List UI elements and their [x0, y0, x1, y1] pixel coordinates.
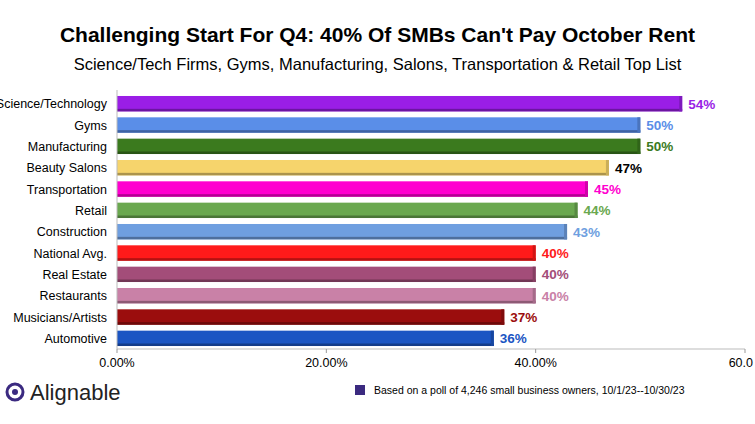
bar-side: [564, 224, 567, 239]
category-label: Retail: [75, 204, 107, 218]
category-label: Real Estate: [42, 268, 107, 282]
tick-mark: [745, 349, 746, 353]
bar-side: [501, 309, 504, 324]
category-label: Musicians/Artists: [13, 311, 107, 325]
bar-shadow: [117, 173, 609, 176]
bar-shadow: [117, 194, 588, 197]
chart: Challenging Start For Q4: 40% Of SMBs Ca…: [0, 0, 755, 424]
bar-shadow: [117, 237, 567, 240]
bars: [117, 96, 682, 346]
data-label: 37%: [510, 310, 537, 325]
data-label: 40%: [542, 246, 569, 261]
bar: [117, 267, 536, 282]
bar: [117, 288, 536, 303]
tick-label: 0.00%: [99, 356, 134, 370]
bar-shadow: [117, 152, 640, 155]
data-label: 50%: [646, 139, 673, 154]
bar-side: [533, 267, 536, 282]
tick-label: 40.00%: [514, 356, 556, 370]
bar-shadow: [117, 344, 494, 347]
category-label: Automotive: [44, 332, 107, 346]
category-label: Beauty Salons: [26, 161, 107, 175]
data-label: 44%: [584, 203, 611, 218]
bar-shadow: [117, 258, 536, 261]
bar-shadow: [117, 301, 536, 304]
category-label: National Avg.: [34, 247, 107, 261]
bar-side: [606, 160, 609, 175]
bar-side: [491, 331, 494, 346]
logo-text: Alignable: [30, 380, 121, 405]
footnote: Based on a poll of 4,246 small business …: [374, 384, 685, 396]
tick-mark: [117, 349, 118, 353]
category-label: Gyms: [74, 119, 107, 133]
category-label: Restaurants: [40, 289, 107, 303]
bar: [117, 309, 504, 324]
bar-side: [637, 139, 640, 154]
logo-icon-dot: [12, 389, 18, 395]
bar: [117, 203, 578, 218]
footnote-swatch: [355, 385, 365, 395]
data-label: 40%: [542, 289, 569, 304]
data-label: 47%: [615, 161, 642, 176]
x-axis: [117, 349, 745, 350]
bar-shadow: [117, 109, 682, 112]
bar: [117, 331, 494, 346]
bar: [117, 160, 609, 175]
tick-mark: [326, 349, 327, 353]
bar: [117, 224, 567, 239]
bar: [117, 245, 536, 260]
bar-shadow: [117, 280, 536, 283]
bar: [117, 139, 640, 154]
data-label: 43%: [573, 225, 600, 240]
bar-side: [637, 117, 640, 132]
bar: [117, 181, 588, 196]
bar-shadow: [117, 322, 504, 325]
data-label: 36%: [500, 331, 527, 346]
subtitle: Science/Tech Firms, Gyms, Manufacturing,…: [74, 55, 682, 73]
data-label: 50%: [646, 118, 673, 133]
category-label: Manufacturing: [28, 140, 107, 154]
bar-side: [679, 96, 682, 111]
bar-side: [533, 288, 536, 303]
bar-side: [575, 203, 578, 218]
bar-shadow: [117, 216, 578, 219]
bar-shadow: [117, 130, 640, 133]
logo-icon: [7, 384, 23, 400]
tick-mark: [535, 349, 536, 353]
data-label: 45%: [594, 182, 621, 197]
bar-side: [585, 181, 588, 196]
tick-label: 60.0: [729, 356, 753, 370]
data-label: 54%: [688, 97, 715, 112]
bar-side: [533, 245, 536, 260]
logo: Alignable: [7, 380, 121, 405]
bar: [117, 117, 640, 132]
data-label: 40%: [542, 267, 569, 282]
title: Challenging Start For Q4: 40% Of SMBs Ca…: [60, 23, 695, 46]
y-axis: [117, 90, 118, 349]
tick-label: 20.00%: [305, 356, 347, 370]
category-label: Science/Technology: [0, 97, 108, 111]
bar: [117, 96, 682, 111]
category-label: Transportation: [27, 183, 107, 197]
category-label: Construction: [37, 225, 107, 239]
